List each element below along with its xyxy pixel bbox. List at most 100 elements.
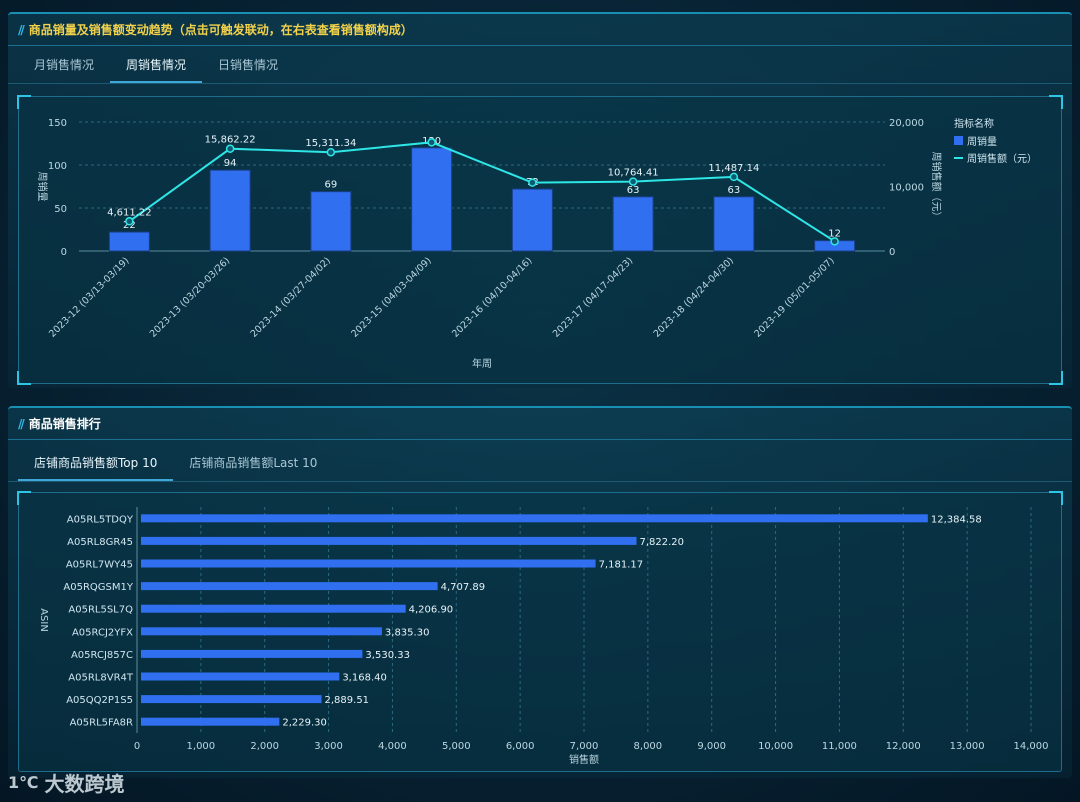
- line-point: [225, 144, 235, 153]
- frame-corner: [17, 371, 31, 385]
- logo-mark: 1℃: [8, 773, 39, 792]
- bar: [209, 169, 251, 252]
- y-tick-label: A05RQGSM1Y: [63, 582, 133, 593]
- bar-value-label: 4,206.90: [409, 605, 454, 616]
- bar: [141, 536, 637, 545]
- bar-value-label: 12: [828, 229, 841, 240]
- frame-corner: [17, 95, 31, 109]
- line-value-label: 10,764.41: [608, 168, 659, 179]
- line-value-label: 15,862.22: [205, 135, 256, 146]
- bar-value-label: 22: [123, 220, 136, 231]
- line-point: [830, 237, 839, 246]
- y-tick-label: A05RL5TDQY: [67, 514, 134, 525]
- bar: [141, 627, 382, 636]
- line-point: [427, 138, 436, 147]
- x-tick-label: 14,000: [1014, 741, 1049, 752]
- line-point: [528, 178, 537, 187]
- bar: [411, 147, 453, 252]
- line-point: [125, 217, 134, 226]
- x-tick-label: 12,000: [886, 741, 921, 752]
- bar: [141, 695, 322, 704]
- bar: [141, 717, 280, 726]
- line-point: [326, 147, 336, 157]
- y-tick-label: 100: [48, 161, 67, 172]
- bar: [141, 604, 406, 613]
- y-tick-label: A05RL8VR4T: [68, 673, 134, 684]
- x-tick-label: 2023-17 (04/17-04/23): [551, 255, 635, 339]
- trend-panel-header: // 商品销量及销售额变动趋势（点击可触发联动，在右表查看销售额构成）: [8, 14, 1072, 46]
- legend-bar-label: 周销量: [967, 135, 997, 148]
- bar-value-label: 69: [325, 180, 338, 191]
- y-tick-label: 0: [61, 247, 67, 258]
- bar: [141, 672, 340, 681]
- x-tick-label: 2023-18 (04/24-04/30): [652, 255, 736, 339]
- x-tick-label: 2023-15 (04/03-04/09): [349, 255, 433, 339]
- x-tick-label: 5,000: [442, 741, 471, 752]
- y-axis-title: 周销量: [36, 172, 49, 202]
- y-tick-label: A05RL8GR45: [67, 537, 133, 548]
- bar-value-label: 3,530.33: [365, 650, 410, 661]
- bar: [713, 196, 755, 252]
- x-tick-label: 2023-16 (04/10-04/16): [450, 255, 534, 339]
- bar-value-label: 63: [627, 185, 640, 196]
- ranking-panel: // 商品销售排行 店铺商品销售额Top 10 店铺商品销售额Last 10 0…: [8, 406, 1072, 778]
- x-tick-label: 3,000: [314, 741, 343, 752]
- trend-tabs: 月销售情况 周销售情况 日销售情况: [8, 46, 1072, 84]
- x-tick-label: 11,000: [822, 741, 857, 752]
- slash-icon: //: [18, 22, 25, 37]
- ranking-panel-header: // 商品销售排行: [8, 408, 1072, 440]
- legend-bar-swatch: [954, 136, 963, 145]
- x-tick-label: 10,000: [758, 741, 793, 752]
- logo: 1℃ 大数跨境: [8, 768, 125, 797]
- sales-line: [128, 141, 836, 243]
- frame-corner: [1049, 371, 1063, 385]
- x-axis-title: 年周: [472, 357, 492, 370]
- y-tick-label: 50: [54, 204, 67, 215]
- bar: [612, 196, 654, 252]
- slash-icon: //: [18, 416, 25, 431]
- tab-top10[interactable]: 店铺商品销售额Top 10: [18, 454, 174, 481]
- bar-value-label: 63: [728, 185, 741, 196]
- x-tick-label: 0: [134, 741, 140, 752]
- trend-panel: // 商品销量及销售额变动趋势（点击可触发联动，在右表查看销售额构成） 月销售情…: [8, 12, 1072, 388]
- y2-tick-label: 20,000: [889, 118, 924, 129]
- y-tick-label: A05RCJ857C: [71, 650, 133, 661]
- bar-value-label: 3,168.40: [342, 673, 387, 684]
- bar: [141, 649, 363, 658]
- ranking-chart[interactable]: 0 1,000 2,000 3,000 4,000 5,000 6,000 7,000 8,00…: [19, 493, 1063, 773]
- frame-corner: [1049, 95, 1063, 109]
- y-tick-label: A05RL7WY45: [66, 560, 133, 571]
- legend-title: 指标名称: [954, 117, 994, 130]
- line-value-label: 15,311.34: [305, 138, 356, 149]
- bar-value-label: 94: [224, 158, 237, 169]
- bar-value-label: 12,384.58: [931, 514, 982, 525]
- y-tick-label: 150: [48, 118, 67, 129]
- line-point: [628, 177, 638, 186]
- x-axis-title: 销售额: [569, 753, 599, 766]
- frame-corner: [1049, 491, 1063, 505]
- bar-value-label: 3,835.30: [385, 627, 430, 638]
- tab-weekly[interactable]: 周销售情况: [110, 56, 203, 83]
- trend-chart-frame: 0 50 100 150 0 10,000 20,000 周销量 周销售额（元） 年周 22 2023…: [17, 95, 1063, 385]
- bar-value-label: 4,707.89: [441, 582, 486, 593]
- x-tick-label: 2023-13 (03/20-03/26): [148, 255, 232, 339]
- bar: [310, 191, 352, 252]
- tab-daily[interactable]: 日销售情况: [218, 58, 279, 72]
- x-tick-label: 2023-19 (05/01-05/07): [752, 255, 836, 339]
- ranking-panel-title: 商品销售排行: [28, 417, 101, 431]
- bar: [108, 231, 150, 252]
- bar: [141, 514, 928, 523]
- y-tick-label: A05RL5FA8R: [70, 718, 133, 729]
- line-value-label: 11,487.14: [708, 163, 759, 174]
- frame-corner: [17, 491, 31, 505]
- y2-tick-label: 0: [889, 247, 895, 258]
- bar-value-label: 2,889.51: [325, 695, 370, 706]
- tab-last10[interactable]: 店铺商品销售额Last 10: [189, 456, 318, 470]
- y-tick-label: A05RL5SL7Q: [68, 605, 133, 616]
- bar-value-label: 7,822.20: [640, 537, 685, 548]
- tab-monthly[interactable]: 月销售情况: [34, 58, 95, 72]
- y2-axis-title: 周销售额（元）: [930, 152, 943, 222]
- bar-value-label: 7,181.17: [599, 560, 644, 571]
- ranking-chart-frame: 0 1,000 2,000 3,000 4,000 5,000 6,000 7,000 8,00…: [17, 491, 1063, 773]
